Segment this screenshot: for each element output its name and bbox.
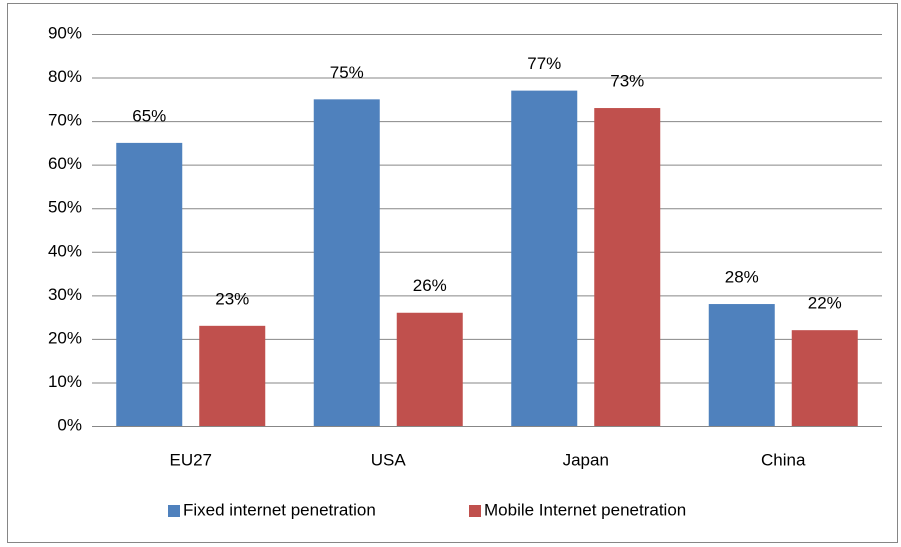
y-tick-label: 20% <box>48 328 82 347</box>
legend-swatch <box>168 505 180 517</box>
data-label: 26% <box>413 276 447 295</box>
bar <box>199 325 266 426</box>
y-tick-label: 70% <box>48 111 82 130</box>
bar <box>116 142 183 426</box>
bar <box>396 312 463 426</box>
y-tick-label: 50% <box>48 198 82 217</box>
data-label: 65% <box>132 106 166 125</box>
bar <box>708 304 775 426</box>
y-tick-label: 60% <box>48 154 82 173</box>
x-tick-label: USA <box>371 450 407 469</box>
y-tick-label: 30% <box>48 285 82 304</box>
bar <box>791 330 858 426</box>
data-label: 77% <box>527 54 561 73</box>
bar <box>313 99 380 426</box>
legend-swatch <box>469 505 481 517</box>
y-tick-label: 40% <box>48 241 82 260</box>
y-tick-label: 0% <box>57 415 82 434</box>
x-tick-label: Japan <box>563 450 609 469</box>
data-label: 23% <box>215 289 249 308</box>
bar <box>511 90 578 426</box>
data-label: 73% <box>610 72 644 91</box>
legend-label: Fixed internet penetration <box>183 500 376 519</box>
y-tick-label: 10% <box>48 372 82 391</box>
data-label: 22% <box>808 294 842 313</box>
bar <box>594 108 661 427</box>
data-label: 75% <box>330 63 364 82</box>
y-tick-label: 90% <box>48 23 82 42</box>
x-tick-label: EU27 <box>169 450 212 469</box>
y-tick-label: 80% <box>48 67 82 86</box>
legend-label: Mobile Internet penetration <box>484 500 686 519</box>
data-label: 28% <box>725 268 759 287</box>
x-tick-label: China <box>761 450 806 469</box>
